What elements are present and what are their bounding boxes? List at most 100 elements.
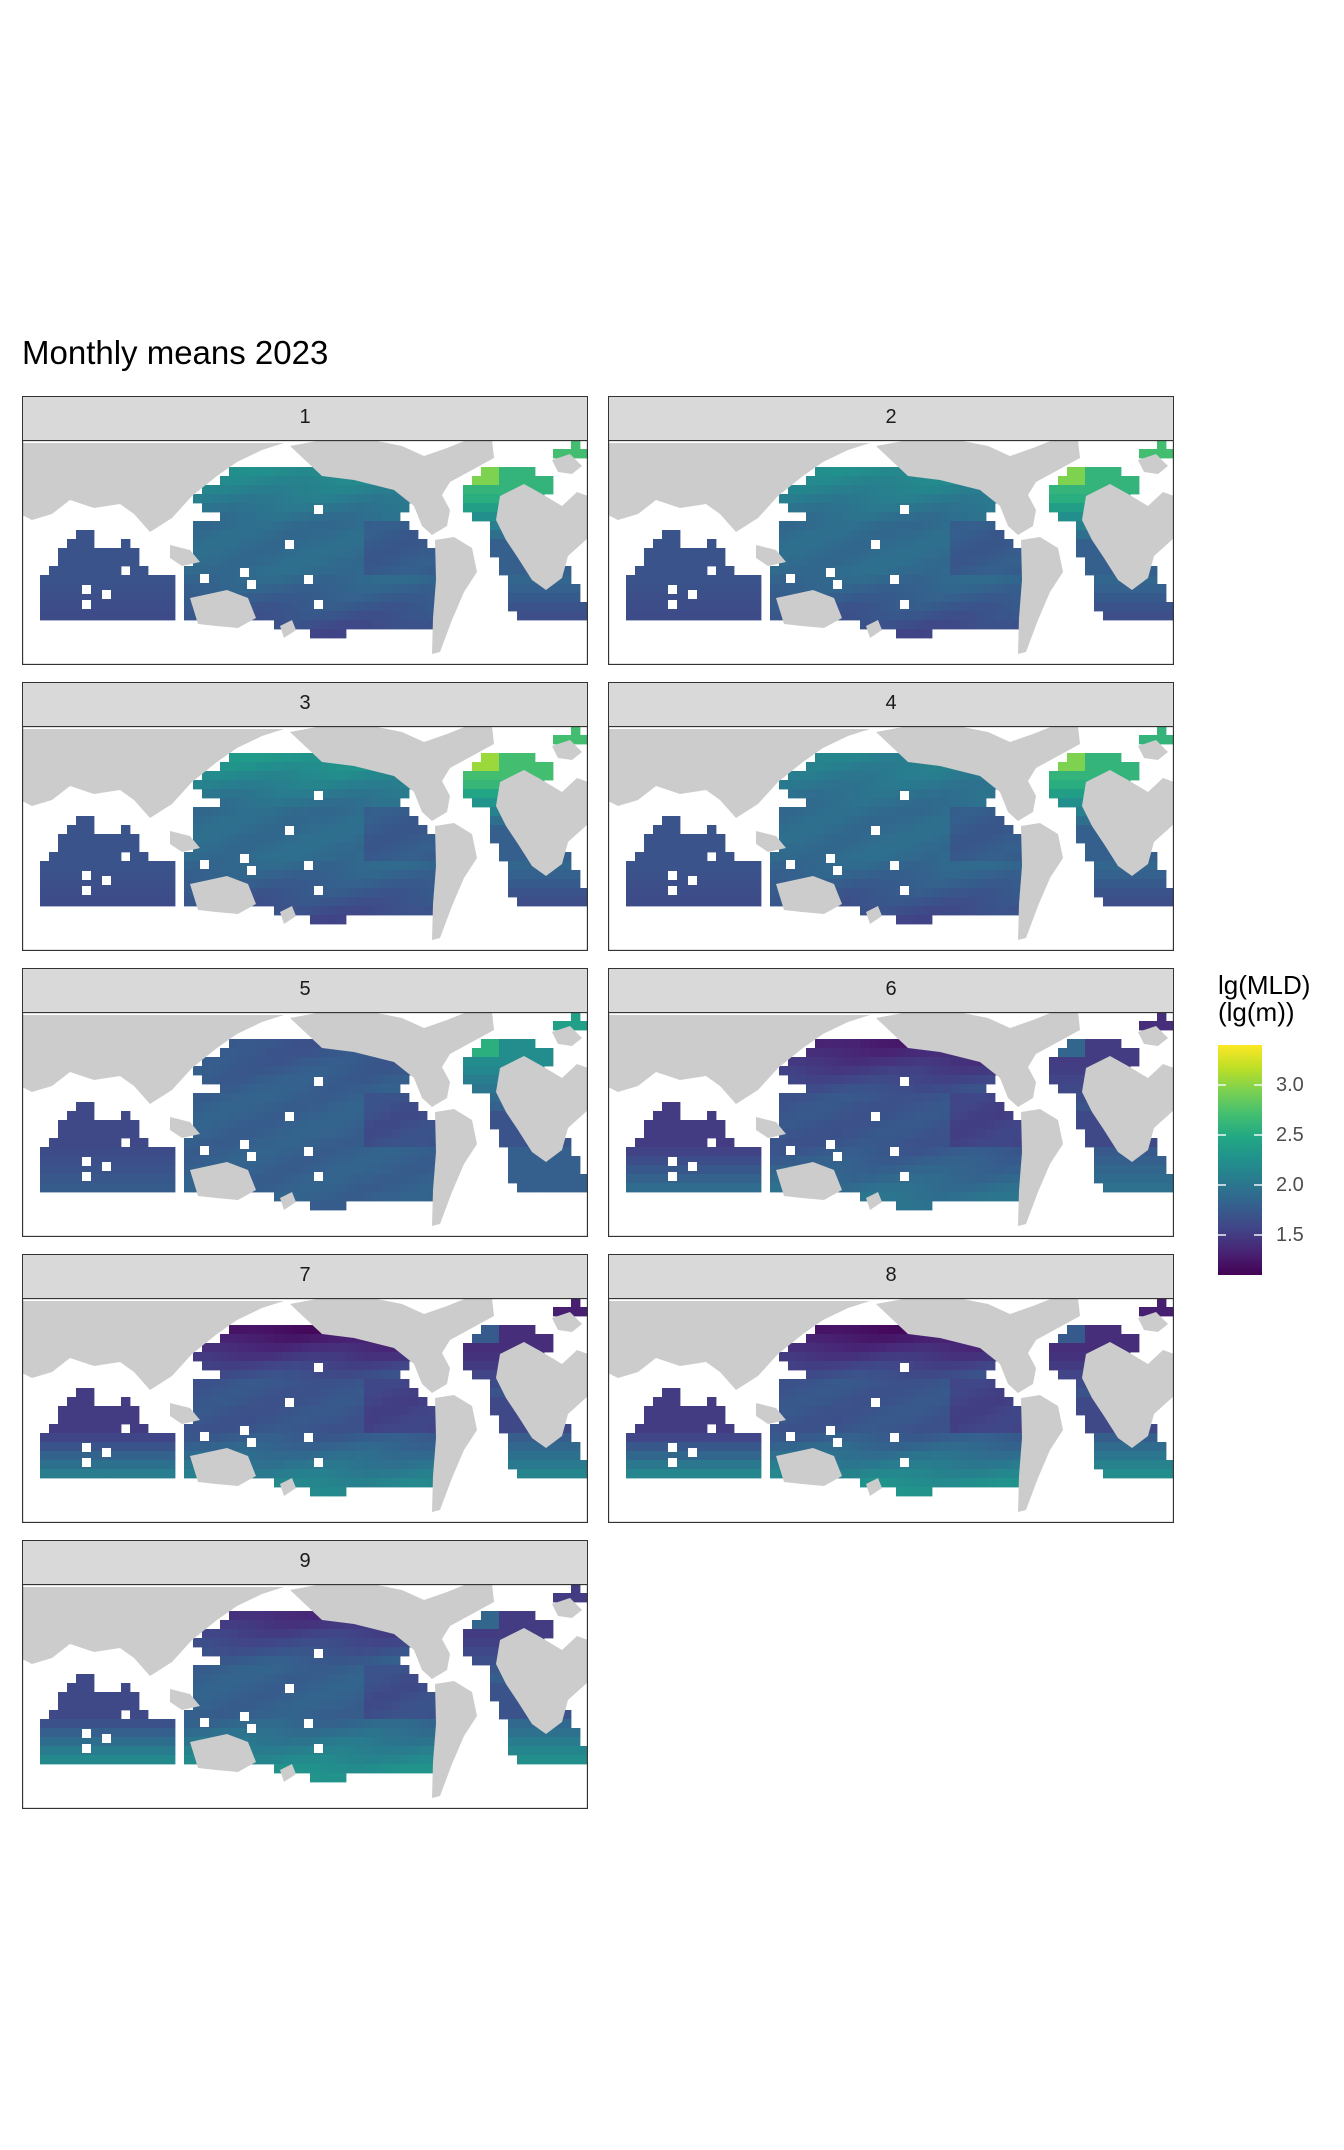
data-cell: [950, 1156, 960, 1166]
data-cell: [490, 1334, 500, 1344]
data-cell: [1067, 512, 1077, 522]
data-cell: [698, 1120, 708, 1130]
data-cell: [463, 1343, 473, 1353]
data-cell: [1067, 771, 1077, 781]
data-cell: [193, 584, 203, 594]
data-cell: [662, 1165, 672, 1175]
data-cell: [229, 1129, 239, 1139]
data-cell: [743, 888, 753, 898]
data-cell: [481, 1352, 491, 1362]
data-cell: [923, 825, 933, 835]
data-cell: [346, 1397, 356, 1407]
data-cell: [995, 1192, 1005, 1202]
data-cell: [788, 1120, 798, 1130]
data-cell: [409, 1111, 419, 1121]
land-polygon: [608, 729, 870, 818]
data-cell: [1166, 1174, 1174, 1184]
data-cell: [626, 611, 636, 621]
data-cell: [400, 539, 410, 549]
data-cell: [229, 1057, 239, 1067]
data-cell: [878, 861, 888, 871]
data-cell: [481, 780, 491, 790]
data-cell: [788, 1093, 798, 1103]
data-cell: [364, 1129, 374, 1139]
data-cell: [1130, 1156, 1140, 1166]
data-cell: [337, 1460, 347, 1470]
missing-cell: [82, 585, 91, 594]
data-cell: [418, 1129, 428, 1139]
data-cell: [274, 539, 284, 549]
data-cell: [815, 807, 825, 817]
data-cell: [887, 494, 897, 504]
data-cell: [202, 548, 212, 558]
data-cell: [292, 798, 302, 808]
data-cell: [310, 861, 320, 871]
data-cell: [274, 861, 284, 871]
data-cell: [851, 1147, 861, 1157]
data-cell: [1112, 879, 1122, 889]
data-cell: [283, 843, 293, 853]
data-cell: [274, 1039, 284, 1049]
data-cell: [328, 557, 338, 567]
data-cell: [815, 494, 825, 504]
data-cell: [247, 771, 257, 781]
data-cell: [391, 602, 401, 612]
data-cell: [76, 825, 86, 835]
data-cell: [373, 1451, 383, 1461]
data-cell: [274, 1129, 284, 1139]
data-cell: [247, 1075, 257, 1085]
data-cell: [40, 1183, 50, 1193]
data-cell: [743, 602, 753, 612]
data-cell: [310, 897, 320, 907]
data-cell: [553, 1156, 563, 1166]
data-cell: [292, 906, 302, 916]
data-cell: [923, 1129, 933, 1139]
data-cell: [301, 762, 311, 772]
data-cell: [644, 548, 654, 558]
data-cell: [535, 602, 545, 612]
data-cell: [968, 539, 978, 549]
facet-strip: 7: [22, 1254, 588, 1299]
data-cell: [103, 584, 113, 594]
data-cell: [932, 762, 942, 772]
data-cell: [1004, 539, 1014, 549]
data-cell: [301, 611, 311, 621]
data-cell: [202, 1388, 212, 1398]
data-cell: [788, 503, 798, 513]
data-cell: [734, 870, 744, 880]
data-cell: [968, 1138, 978, 1148]
data-cell: [220, 1147, 230, 1157]
data-cell: [824, 1066, 834, 1076]
data-cell: [283, 548, 293, 558]
data-cell: [869, 1156, 879, 1166]
data-cell: [67, 602, 77, 612]
data-cell: [247, 557, 257, 567]
data-cell: [337, 1183, 347, 1193]
data-cell: [292, 467, 302, 477]
data-cell: [1013, 602, 1023, 612]
data-cell: [517, 566, 527, 576]
data-cell: [85, 1111, 95, 1121]
data-cell: [1094, 762, 1104, 772]
data-cell: [860, 494, 870, 504]
data-cell: [824, 1057, 834, 1067]
data-cell: [85, 843, 95, 853]
data-cell: [211, 575, 221, 585]
data-cell: [1013, 1120, 1023, 1130]
data-cell: [544, 771, 554, 781]
missing-cell: [314, 791, 323, 800]
data-cell: [319, 888, 329, 898]
data-cell: [337, 1388, 347, 1398]
data-cell: [941, 888, 951, 898]
data-cell: [887, 503, 897, 513]
data-cell: [328, 1138, 338, 1148]
data-cell: [418, 1433, 428, 1443]
data-cell: [662, 879, 672, 889]
data-cell: [40, 611, 50, 621]
data-cell: [941, 1102, 951, 1112]
data-cell: [310, 753, 320, 763]
data-cell: [292, 807, 302, 817]
data-cell: [833, 1102, 843, 1112]
data-cell: [1013, 620, 1023, 630]
data-cell: [229, 1361, 239, 1371]
